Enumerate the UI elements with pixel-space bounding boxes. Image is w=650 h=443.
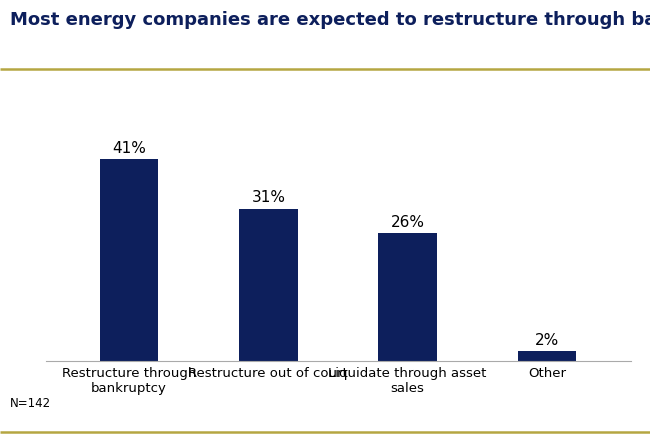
Text: What do you think will be the most likely outcome for energy companies in distre: What do you think will be the most likel… xyxy=(16,81,650,96)
Text: 41%: 41% xyxy=(112,141,146,156)
Text: Most energy companies are expected to restructure through bankruptcy: Most energy companies are expected to re… xyxy=(10,11,650,29)
Bar xyxy=(100,159,159,361)
Text: 2%: 2% xyxy=(535,333,559,348)
Text: 26%: 26% xyxy=(391,215,424,230)
Bar xyxy=(378,233,437,361)
Text: N=142: N=142 xyxy=(10,397,51,410)
Text: 31%: 31% xyxy=(252,190,285,205)
Bar xyxy=(239,209,298,361)
Bar xyxy=(517,351,576,361)
